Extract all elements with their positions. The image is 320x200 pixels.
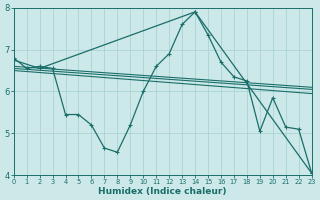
X-axis label: Humidex (Indice chaleur): Humidex (Indice chaleur) — [99, 187, 227, 196]
